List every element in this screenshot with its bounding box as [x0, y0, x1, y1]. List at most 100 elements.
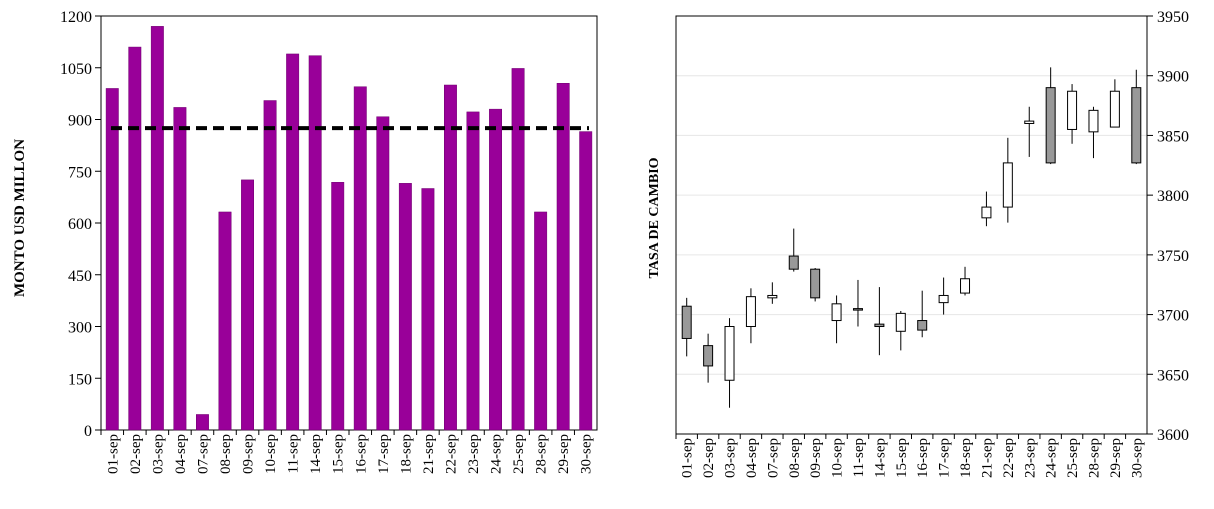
y-tick-label: 750 [68, 164, 92, 181]
bar [534, 211, 548, 431]
x-tick-label: 01-sep [105, 434, 121, 474]
bar [263, 100, 277, 431]
bar [105, 88, 119, 431]
bar [128, 46, 142, 431]
candle-body [1109, 90, 1120, 128]
x-tick-label: 23-sep [1022, 438, 1038, 478]
y-tick-label: 3600 [1157, 427, 1189, 444]
candle-body [831, 303, 842, 322]
candle-body [1088, 109, 1099, 133]
x-tick-label: 08-sep [218, 434, 234, 474]
bar [331, 182, 345, 431]
candle-body [767, 294, 778, 299]
candle-body [895, 312, 906, 332]
candle-body [745, 296, 756, 328]
x-tick-label: 07-sep [195, 434, 211, 474]
x-tick-label: 17-sep [376, 434, 392, 474]
candle-body [1131, 87, 1142, 164]
y-tick-label: 3700 [1157, 308, 1189, 325]
x-tick-label: 15-sep [894, 438, 910, 478]
x-tick-label: 23-sep [466, 434, 482, 474]
x-tick-label: 02-sep [701, 438, 717, 478]
bar [308, 55, 322, 431]
y-tick-label: 3850 [1157, 128, 1189, 145]
x-tick-label: 17-sep [937, 438, 953, 478]
candle-body [810, 268, 821, 299]
x-tick-label: 03-sep [723, 438, 739, 478]
candle-body [1002, 162, 1013, 208]
x-tick-label: 11-sep [286, 434, 302, 473]
candle-body [874, 323, 885, 328]
bar [466, 111, 480, 431]
candle-body [938, 294, 949, 304]
y-tick-label: 3800 [1157, 188, 1189, 205]
x-tick-label: 02-sep [128, 434, 144, 474]
x-tick-label: 18-sep [398, 434, 414, 474]
y-tick-label: 150 [68, 371, 92, 388]
x-tick-label: 18-sep [958, 438, 974, 478]
bar [173, 107, 187, 431]
candle-body [703, 345, 714, 367]
x-tick-label: 16-sep [353, 434, 369, 474]
candle-body [981, 206, 992, 219]
bar [398, 183, 412, 431]
x-tick-label: 28-sep [1086, 438, 1102, 478]
bar [286, 53, 300, 431]
bar [556, 83, 570, 431]
y-tick-label: 600 [68, 216, 92, 233]
bar [579, 131, 593, 431]
x-tick-label: 16-sep [915, 438, 931, 478]
candle-body [1024, 120, 1035, 124]
bar [218, 211, 232, 431]
candle-body [724, 326, 735, 381]
x-tick-label: 08-sep [787, 438, 803, 478]
y-tick-label: 0 [84, 423, 92, 440]
bar [489, 108, 502, 431]
bar [150, 26, 164, 431]
x-tick-label: 21-sep [979, 438, 995, 478]
x-tick-label: 03-sep [150, 434, 166, 474]
candle-body [852, 308, 863, 311]
y-tick-label: 3900 [1157, 69, 1189, 86]
x-tick-label: 04-sep [744, 438, 760, 478]
y-tick-label: 300 [68, 320, 92, 337]
bar [511, 68, 525, 431]
bar [444, 84, 457, 431]
y-tick-label: 3950 [1157, 9, 1189, 26]
bar [196, 414, 209, 431]
y-tick-label: 450 [68, 268, 92, 285]
bar [421, 188, 435, 431]
x-tick-label: 10-sep [830, 438, 846, 478]
x-tick-label: 25-sep [511, 434, 527, 474]
x-tick-label: 22-sep [443, 434, 459, 474]
x-tick-label: 14-sep [308, 434, 324, 474]
y-tick-label: 3650 [1157, 367, 1189, 384]
bar [376, 116, 390, 431]
x-tick-label: 01-sep [680, 438, 696, 478]
y-tick-label: 3750 [1157, 248, 1189, 265]
x-tick-label: 22-sep [1001, 438, 1017, 478]
x-tick-label: 15-sep [331, 434, 347, 474]
x-tick-label: 14-sep [872, 438, 888, 478]
candle-body [1067, 90, 1078, 130]
right-candlestick-chart: 3600 3650 3700 3750 3800 3850 3900 3950 01-sep 02… [675, 9, 1189, 478]
x-tick-label: 10-sep [263, 434, 279, 474]
y-tick-label: 900 [68, 113, 92, 130]
left-y-axis-label: MONTO USD MILLON [12, 139, 28, 297]
candle-body [1045, 87, 1056, 164]
x-tick-label: 30-sep [1129, 438, 1145, 478]
x-tick-label: 28-sep [534, 434, 550, 474]
x-tick-label: 07-sep [765, 438, 781, 478]
x-tick-label: 29-sep [556, 434, 572, 474]
y-tick-label: 1200 [60, 9, 92, 26]
x-tick-label: 09-sep [241, 434, 257, 474]
x-tick-label: 11-sep [851, 438, 867, 477]
x-tick-label: 29-sep [1108, 438, 1124, 478]
candle-body [788, 255, 799, 270]
right-y-axis-label: TASA DE CAMBIO [647, 157, 662, 278]
x-tick-label: 04-sep [173, 434, 189, 474]
bar [241, 179, 254, 431]
x-tick-label: 09-sep [808, 438, 824, 478]
